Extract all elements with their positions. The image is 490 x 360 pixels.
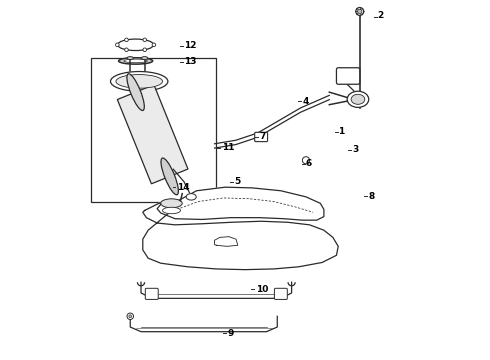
Text: 3: 3 xyxy=(353,145,359,154)
Ellipse shape xyxy=(116,43,119,46)
FancyBboxPatch shape xyxy=(146,288,158,300)
Ellipse shape xyxy=(116,75,163,88)
Ellipse shape xyxy=(358,9,362,14)
Ellipse shape xyxy=(127,57,133,59)
Text: 5: 5 xyxy=(234,177,241,186)
Ellipse shape xyxy=(143,38,147,42)
Ellipse shape xyxy=(119,58,153,64)
Ellipse shape xyxy=(124,59,147,63)
Ellipse shape xyxy=(124,48,128,51)
Text: 4: 4 xyxy=(302,96,309,105)
Ellipse shape xyxy=(347,91,368,107)
Ellipse shape xyxy=(129,315,132,318)
Text: 12: 12 xyxy=(184,41,196,50)
Ellipse shape xyxy=(143,48,147,51)
Ellipse shape xyxy=(186,194,196,200)
Ellipse shape xyxy=(127,74,145,111)
Text: 10: 10 xyxy=(256,285,268,294)
FancyBboxPatch shape xyxy=(274,288,287,300)
Text: 11: 11 xyxy=(221,143,234,152)
Polygon shape xyxy=(157,187,324,220)
Text: 14: 14 xyxy=(177,183,190,192)
FancyBboxPatch shape xyxy=(255,132,268,141)
Text: 7: 7 xyxy=(259,132,266,141)
FancyBboxPatch shape xyxy=(337,68,360,84)
Text: 9: 9 xyxy=(227,329,233,338)
Ellipse shape xyxy=(163,207,180,214)
Ellipse shape xyxy=(118,39,153,50)
Text: 6: 6 xyxy=(306,159,312,168)
Ellipse shape xyxy=(351,94,365,104)
Ellipse shape xyxy=(161,199,182,208)
Text: 2: 2 xyxy=(378,10,384,19)
Polygon shape xyxy=(117,85,188,184)
Ellipse shape xyxy=(127,313,133,319)
Ellipse shape xyxy=(161,158,178,195)
Ellipse shape xyxy=(124,38,128,42)
Polygon shape xyxy=(215,237,238,246)
Ellipse shape xyxy=(111,72,168,91)
Ellipse shape xyxy=(152,43,156,46)
Polygon shape xyxy=(143,203,338,270)
Ellipse shape xyxy=(141,57,148,59)
Bar xyxy=(91,58,216,202)
Text: 13: 13 xyxy=(184,57,196,66)
Circle shape xyxy=(302,157,310,164)
Ellipse shape xyxy=(356,8,364,15)
Text: 8: 8 xyxy=(368,192,375,201)
Text: 1: 1 xyxy=(338,127,344,136)
